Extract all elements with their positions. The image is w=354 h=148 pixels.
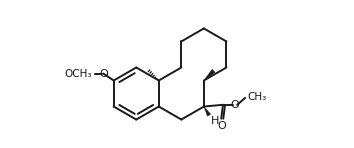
Polygon shape <box>204 69 215 81</box>
Text: O: O <box>231 100 239 110</box>
Text: OCH₃: OCH₃ <box>64 69 91 79</box>
Text: H: H <box>211 116 219 126</box>
Text: O: O <box>217 121 226 131</box>
Text: O: O <box>99 69 108 79</box>
Polygon shape <box>204 107 211 116</box>
Text: CH₃: CH₃ <box>247 92 266 102</box>
